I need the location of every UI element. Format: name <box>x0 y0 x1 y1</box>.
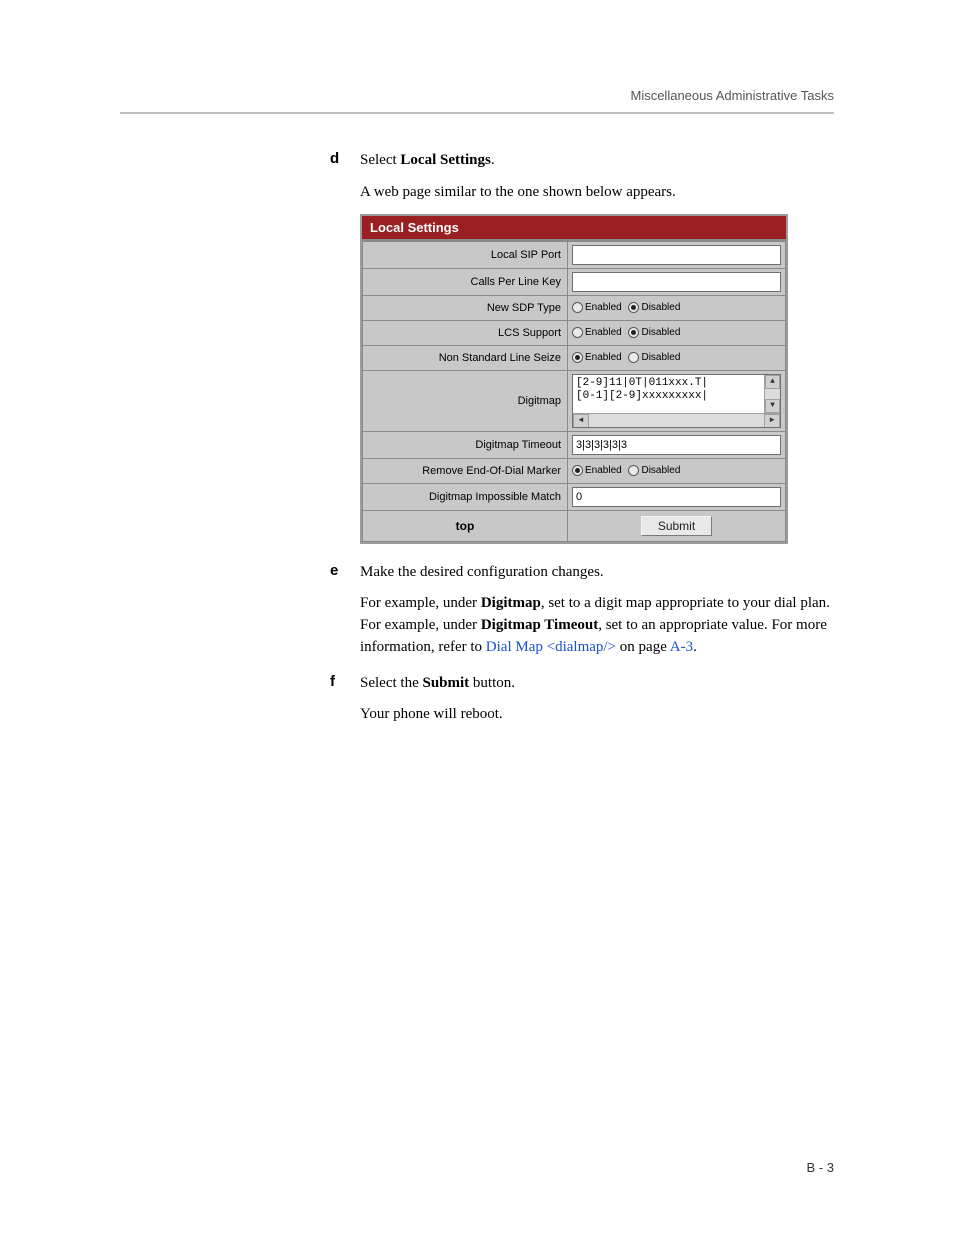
radio-new-sdp-enabled-label: Enabled <box>585 302 622 313</box>
step-f-line1-post: button. <box>469 675 515 691</box>
link-dialmap[interactable]: Dial Map <dialmap/> <box>486 639 616 655</box>
input-dim[interactable] <box>572 487 781 507</box>
step-f: f Select the Submit button. Your phone w… <box>330 673 834 727</box>
textarea-digitmap[interactable]: [2-9]11|0T|011xxx.T| [0-1][2-9]xxxxxxxxx… <box>572 374 781 428</box>
label-new-sdp: New SDP Type <box>363 295 568 320</box>
row-footer: top Submit <box>363 510 786 541</box>
scroll-right-icon[interactable]: ► <box>764 414 780 428</box>
top-link[interactable]: top <box>363 510 568 541</box>
step-d-line1-pre: Select <box>360 152 400 168</box>
input-local-sip-port[interactable] <box>572 245 781 265</box>
step-e-para-post: . <box>693 639 697 655</box>
row-remove-eod: Remove End-Of-Dial Marker Enabled Disabl… <box>363 458 786 483</box>
row-dim: Digitmap Impossible Match <box>363 483 786 510</box>
step-f-line1-bold: Submit <box>422 675 469 691</box>
step-e-para: For example, under Digitmap, set to a di… <box>360 593 834 658</box>
row-nsls: Non Standard Line Seize Enabled Disabled <box>363 345 786 370</box>
input-digitmap-timeout[interactable] <box>572 435 781 455</box>
label-digitmap-timeout: Digitmap Timeout <box>363 431 568 458</box>
radio-eod-disabled-label: Disabled <box>641 465 680 476</box>
submit-button[interactable]: Submit <box>641 516 712 536</box>
radio-eod-enabled[interactable]: Enabled <box>572 465 622 476</box>
radio-eod-enabled-label: Enabled <box>585 465 622 476</box>
step-d-line1-bold: Local Settings <box>400 152 490 168</box>
label-calls-per-line: Calls Per Line Key <box>363 268 568 295</box>
step-e-para-b2: Digitmap Timeout <box>481 617 598 633</box>
link-page-a3[interactable]: A-3 <box>670 639 693 655</box>
label-digitmap: Digitmap <box>363 370 568 431</box>
step-d-letter: d <box>330 150 360 167</box>
step-e-line1: Make the desired configuration changes. <box>360 562 834 584</box>
radio-lcs-disabled[interactable]: Disabled <box>628 327 680 338</box>
step-e: e Make the desired configuration changes… <box>330 562 834 659</box>
step-d: d Select Local Settings. A web page simi… <box>330 150 834 544</box>
label-local-sip-port: Local SIP Port <box>363 241 568 268</box>
input-calls-per-line[interactable] <box>572 272 781 292</box>
label-remove-eod: Remove End-Of-Dial Marker <box>363 458 568 483</box>
step-e-para-pre: For example, under <box>360 595 481 611</box>
radio-lcs-enabled[interactable]: Enabled <box>572 327 622 338</box>
scroll-down-icon[interactable]: ▼ <box>765 399 780 413</box>
local-settings-title: Local Settings <box>362 216 786 241</box>
step-f-line2: Your phone will reboot. <box>360 704 834 726</box>
page-number: B - 3 <box>807 1160 834 1175</box>
scroll-up-icon[interactable]: ▲ <box>765 375 780 389</box>
radio-nsls-disabled[interactable]: Disabled <box>628 352 680 363</box>
radio-lcs-enabled-label: Enabled <box>585 327 622 338</box>
step-d-line2: A web page similar to the one shown belo… <box>360 182 834 204</box>
step-d-line1: Select Local Settings. <box>360 150 834 172</box>
row-digitmap: Digitmap [2-9]11|0T|011xxx.T| [0-1][2-9]… <box>363 370 786 431</box>
step-d-line1-post: . <box>491 152 495 168</box>
step-f-line1: Select the Submit button. <box>360 673 834 695</box>
textarea-digitmap-content: [2-9]11|0T|011xxx.T| [0-1][2-9]xxxxxxxxx… <box>576 377 762 413</box>
row-digitmap-timeout: Digitmap Timeout <box>363 431 786 458</box>
row-calls-per-line: Calls Per Line Key <box>363 268 786 295</box>
radio-lcs-disabled-label: Disabled <box>641 327 680 338</box>
radio-new-sdp-enabled[interactable]: Enabled <box>572 302 622 313</box>
radio-eod-disabled[interactable]: Disabled <box>628 465 680 476</box>
scroll-left-icon[interactable]: ◄ <box>573 414 589 428</box>
row-local-sip-port: Local SIP Port <box>363 241 786 268</box>
radio-nsls-disabled-label: Disabled <box>641 352 680 363</box>
radio-new-sdp-disabled[interactable]: Disabled <box>628 302 680 313</box>
label-nsls: Non Standard Line Seize <box>363 345 568 370</box>
page: Miscellaneous Administrative Tasks d Sel… <box>0 0 954 1235</box>
radio-nsls-enabled-label: Enabled <box>585 352 622 363</box>
radio-new-sdp-disabled-label: Disabled <box>641 302 680 313</box>
radio-nsls-enabled[interactable]: Enabled <box>572 352 622 363</box>
header-rule <box>120 112 834 114</box>
row-new-sdp: New SDP Type Enabled Disabled <box>363 295 786 320</box>
local-settings-screenshot: Local Settings Local SIP Port Calls Per … <box>360 214 788 544</box>
scrollbar-vertical[interactable]: ▲ ▼ <box>764 375 780 413</box>
step-f-line1-pre: Select the <box>360 675 422 691</box>
content-area: d Select Local Settings. A web page simi… <box>330 150 834 740</box>
local-settings-table: Local SIP Port Calls Per Line Key New SD… <box>362 241 786 542</box>
header-section-title: Miscellaneous Administrative Tasks <box>630 88 834 103</box>
label-lcs: LCS Support <box>363 320 568 345</box>
step-e-para-b1: Digitmap <box>481 595 541 611</box>
label-dim: Digitmap Impossible Match <box>363 483 568 510</box>
step-e-para-mid3: on page <box>616 639 670 655</box>
step-f-letter: f <box>330 673 360 690</box>
scrollbar-horizontal[interactable]: ◄ ► <box>573 413 780 427</box>
row-lcs: LCS Support Enabled Disabled <box>363 320 786 345</box>
step-e-letter: e <box>330 562 360 579</box>
